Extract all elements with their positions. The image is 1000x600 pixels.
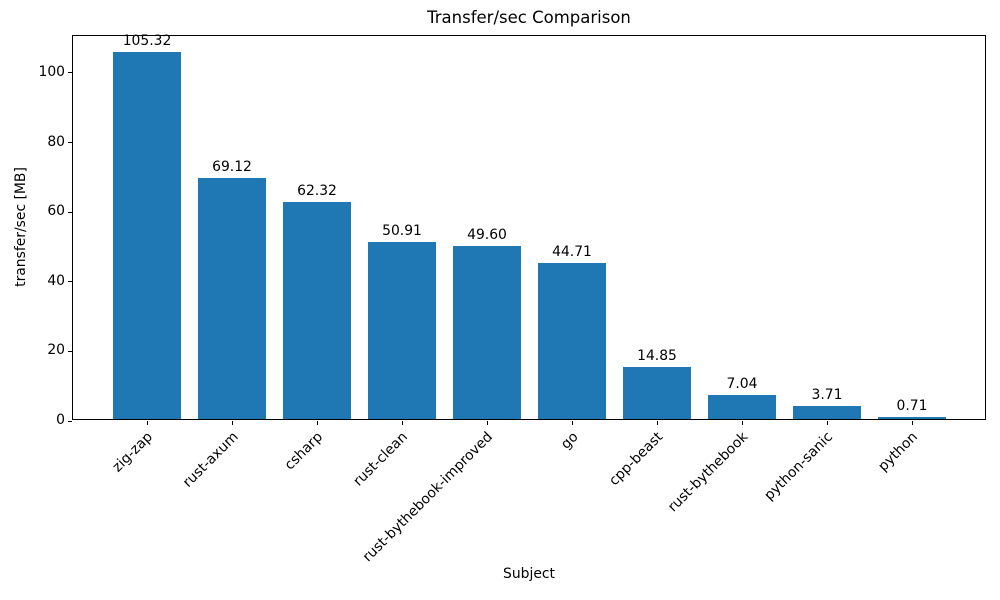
x-category-label-go: go [557,429,582,453]
y-tick-label: 80 [47,133,65,150]
y-tick-label: 60 [47,203,65,220]
x-category-label-rust-axum: rust-axum [179,429,242,491]
bar-rust-bythebook-improved [453,246,521,419]
bar-csharp [283,202,351,419]
bar-rust-axum [198,178,266,419]
bar-value-label: 3.71 [811,387,843,404]
bar-zig-zap [113,52,181,419]
y-axis-tick [68,281,72,283]
y-tick-label: 20 [47,342,65,359]
bar-value-label: 44.71 [552,244,592,261]
bar-value-label: 69.12 [212,159,252,176]
x-axis-tick [656,421,658,425]
x-axis-tick [316,421,318,425]
bar-value-label: 7.04 [726,375,758,392]
x-category-label-rust-clean: rust-clean [350,429,412,490]
x-category-label-csharp: csharp [281,429,327,474]
y-tick-label: 0 [56,412,65,428]
y-tick-label: 100 [38,63,65,80]
y-tick-label: 40 [47,272,65,289]
plot-area: 0 20 40 60 80 100 105.32 zig-zap 69.12 rust-axum 6… [38,33,986,565]
x-category-label-python: python [875,429,922,475]
y-axis-tick [68,142,72,144]
bar-rust-clean [368,241,436,419]
y-axis-label: transfer/sec [MB] [13,167,29,287]
bar-value-label: 0.71 [896,397,928,414]
x-category-label-python-sanic: python-sanic [761,429,837,504]
x-axis-tick [231,421,233,425]
bar-python [878,416,946,419]
y-axis-tick [68,211,72,213]
y-axis-tick [68,420,72,422]
bar-rust-bythebook [708,394,776,419]
y-axis-tick [68,350,72,352]
x-category-label-rust-bythebook: rust-bythebook [665,429,752,516]
x-category-label-zig-zap: zig-zap [109,429,157,476]
chart-title: Transfer/sec Comparison [427,8,631,27]
x-category-label-cpp-beast: cpp-beast [606,429,667,489]
bar-value-label: 50.91 [382,222,422,239]
x-axis-tick [571,421,573,425]
x-axis-tick [911,421,913,425]
x-axis-tick [146,421,148,425]
x-axis-label: Subject [503,566,555,582]
bar-cpp-beast [623,367,691,419]
x-axis-tick [826,421,828,425]
bar-value-label: 49.60 [467,227,507,244]
bar-value-label: 105.32 [122,33,172,50]
bar-value-label: 62.32 [297,183,337,200]
bar-go [538,263,606,419]
bar-value-label: 14.85 [637,348,677,365]
x-axis-tick [401,421,403,425]
x-axis-tick [486,421,488,425]
y-axis-tick [68,72,72,74]
bar-python-sanic [793,406,861,419]
x-axis-tick [741,421,743,425]
